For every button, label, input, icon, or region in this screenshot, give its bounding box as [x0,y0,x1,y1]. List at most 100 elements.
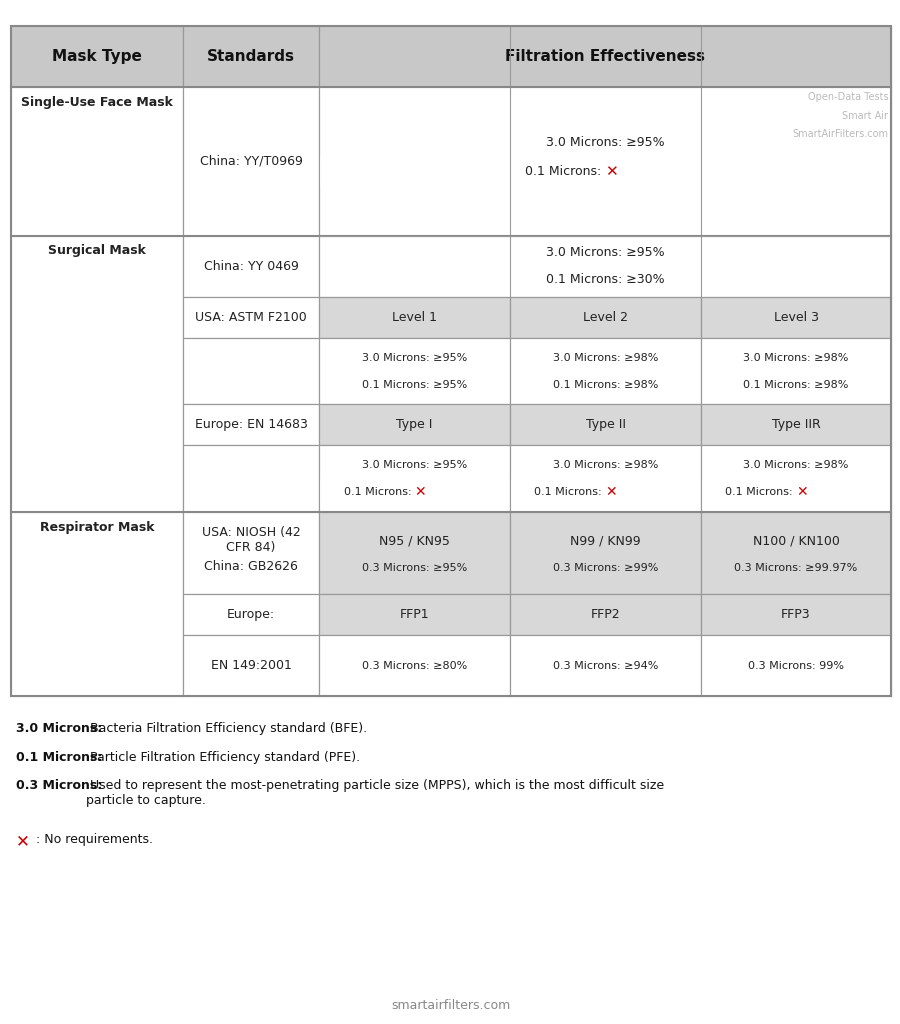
Text: Filtration Effectiveness: Filtration Effectiveness [505,49,705,63]
Text: 3.0 Microns: ≥98%: 3.0 Microns: ≥98% [743,461,849,470]
Text: 3.0 Microns: ≥98%: 3.0 Microns: ≥98% [553,353,658,362]
Text: 0.1 Microns:: 0.1 Microns: [344,487,415,497]
Text: FFP1: FFP1 [400,608,429,621]
FancyBboxPatch shape [320,26,891,87]
Text: 3.0 Microns: ≥95%: 3.0 Microns: ≥95% [362,353,467,362]
Text: EN 149:2001: EN 149:2001 [211,659,292,672]
Text: N100 / KN100: N100 / KN100 [752,535,840,547]
FancyBboxPatch shape [320,594,510,635]
Text: 0.1 Microns:: 0.1 Microns: [525,165,605,178]
FancyBboxPatch shape [320,445,510,512]
Text: 3.0 Microns: ≥95%: 3.0 Microns: ≥95% [545,247,664,259]
Text: FFP2: FFP2 [590,608,620,621]
Text: USA: NIOSH (42
CFR 84): USA: NIOSH (42 CFR 84) [202,525,301,554]
Text: Europe:: Europe: [227,608,275,621]
Text: 0.1 Microns:: 0.1 Microns: [16,751,103,764]
FancyBboxPatch shape [183,445,320,512]
Text: 0.3 Microns: ≥94%: 0.3 Microns: ≥94% [553,660,658,671]
Text: 0.1 Microns:: 0.1 Microns: [724,487,796,497]
Text: 0.3 Microns: ≥99%: 0.3 Microns: ≥99% [553,563,658,573]
Text: Used to represent the most-penetrating particle size (MPPS), which is the most d: Used to represent the most-penetrating p… [86,779,664,807]
Text: 0.1 Microns: ✕: 0.1 Microns: ✕ [374,487,454,497]
Text: Type IIR: Type IIR [771,419,821,431]
Text: Level 1: Level 1 [392,311,437,324]
Text: Respirator Mask: Respirator Mask [40,521,154,534]
FancyBboxPatch shape [320,338,510,404]
Text: 0.3 Microns: ≥80%: 0.3 Microns: ≥80% [362,660,467,671]
FancyBboxPatch shape [320,156,890,186]
FancyBboxPatch shape [701,445,891,512]
Text: Level 3: Level 3 [773,311,818,324]
Text: Surgical Mask: Surgical Mask [48,245,146,257]
FancyBboxPatch shape [12,512,183,696]
Text: ✕: ✕ [796,485,807,499]
FancyBboxPatch shape [320,635,510,696]
FancyBboxPatch shape [320,479,509,510]
Text: Type I: Type I [397,419,433,431]
Text: 3.0 Microns: ≥98%: 3.0 Microns: ≥98% [743,353,849,362]
FancyBboxPatch shape [510,445,701,512]
FancyBboxPatch shape [511,479,700,510]
Text: Smart Air: Smart Air [842,111,888,121]
Text: China: GB2626: China: GB2626 [204,560,298,572]
Text: 3.0 Microns: ≥95%: 3.0 Microns: ≥95% [362,461,467,470]
FancyBboxPatch shape [320,236,891,297]
Text: ✕: ✕ [605,164,618,179]
Text: SmartAirFilters.com: SmartAirFilters.com [792,129,888,139]
Text: 0.1 Microns: ≥95%: 0.1 Microns: ≥95% [362,380,467,389]
Text: Type II: Type II [586,419,625,431]
FancyBboxPatch shape [183,594,320,635]
FancyBboxPatch shape [183,26,320,87]
Text: Europe: EN 14683: Europe: EN 14683 [194,419,308,431]
Text: 3.0 Microns:: 3.0 Microns: [16,722,102,735]
Text: Bacteria Filtration Efficiency standard (BFE).: Bacteria Filtration Efficiency standard … [86,722,367,735]
Text: 0.1 Microns: ✕: 0.1 Microns: ✕ [756,487,836,497]
FancyBboxPatch shape [183,404,320,445]
FancyBboxPatch shape [701,404,891,445]
Text: N95 / KN95: N95 / KN95 [379,535,450,547]
FancyBboxPatch shape [320,512,510,594]
Text: 0.3 Microns: ≥99.97%: 0.3 Microns: ≥99.97% [734,563,858,573]
Text: 3.0 Microns: ≥95%: 3.0 Microns: ≥95% [545,136,664,150]
Text: USA: ASTM F2100: USA: ASTM F2100 [195,311,307,324]
Text: Standards: Standards [207,49,295,63]
Text: ✕: ✕ [16,833,30,851]
Text: Mask Type: Mask Type [52,49,142,63]
Text: 0.1 Microns: ≥98%: 0.1 Microns: ≥98% [553,380,658,389]
FancyBboxPatch shape [701,512,891,594]
FancyBboxPatch shape [183,635,320,696]
Text: : No requirements.: : No requirements. [35,833,152,846]
FancyBboxPatch shape [12,236,183,512]
FancyBboxPatch shape [12,87,183,236]
FancyBboxPatch shape [701,594,891,635]
Text: 0.1 Microns:: 0.1 Microns: [535,487,606,497]
Text: Level 2: Level 2 [583,311,628,324]
Text: 3.0 Microns: ≥98%: 3.0 Microns: ≥98% [553,461,658,470]
FancyBboxPatch shape [701,338,891,404]
Text: 0.1 Microns: ≥98%: 0.1 Microns: ≥98% [743,380,849,389]
FancyBboxPatch shape [701,297,891,338]
FancyBboxPatch shape [510,635,701,696]
Text: 0.1 Microns: ✕: 0.1 Microns: ✕ [560,163,651,176]
FancyBboxPatch shape [183,512,320,594]
FancyBboxPatch shape [12,26,183,87]
FancyBboxPatch shape [183,338,320,404]
Text: ✕: ✕ [574,162,588,177]
Text: China: YY/T0969: China: YY/T0969 [200,155,302,168]
Text: 0.1 Microns: ≥30%: 0.1 Microns: ≥30% [545,273,664,286]
Text: ✕: ✕ [415,485,427,499]
Text: 0.3 Microns: 99%: 0.3 Microns: 99% [748,660,844,671]
FancyBboxPatch shape [183,297,320,338]
FancyBboxPatch shape [510,512,701,594]
FancyBboxPatch shape [183,87,320,236]
Text: ✕: ✕ [606,485,617,499]
Text: FFP3: FFP3 [781,608,811,621]
Text: Single-Use Face Mask: Single-Use Face Mask [21,96,173,109]
FancyBboxPatch shape [510,297,701,338]
FancyBboxPatch shape [510,404,701,445]
FancyBboxPatch shape [320,87,891,236]
Text: 0.1 Microns:: 0.1 Microns: [493,163,573,176]
FancyBboxPatch shape [183,236,320,297]
Text: Particle Filtration Efficiency standard (PFE).: Particle Filtration Efficiency standard … [86,751,360,764]
FancyBboxPatch shape [320,297,510,338]
